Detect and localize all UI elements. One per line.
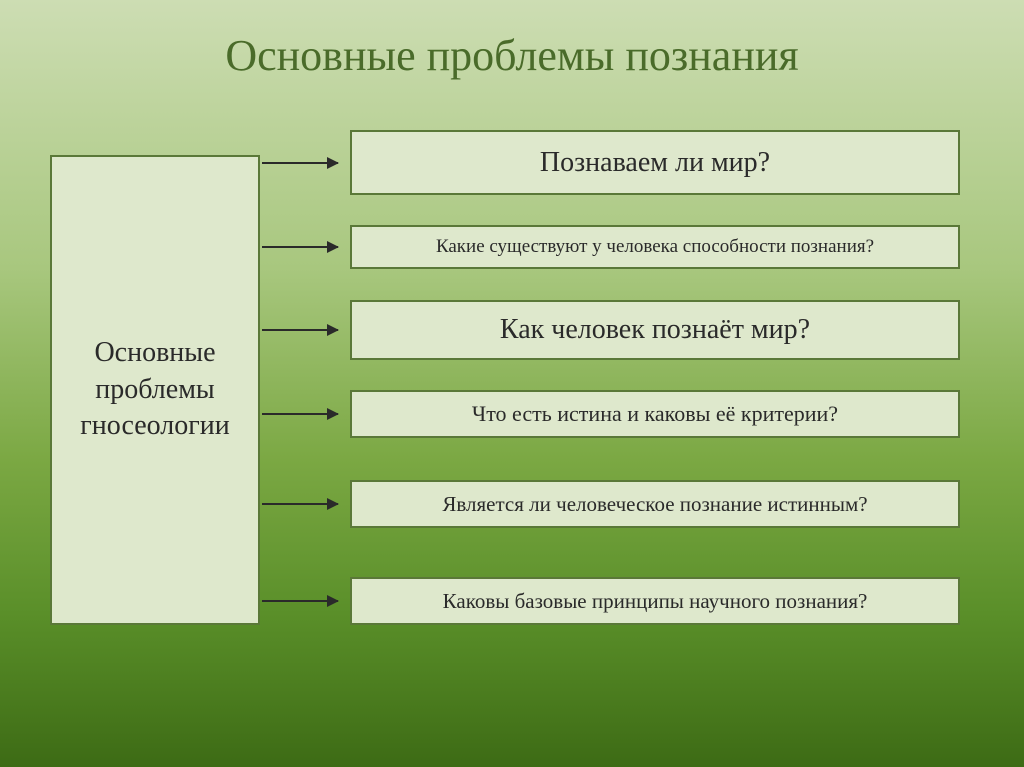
main-concept-text: Основные проблемы гносеологии <box>62 335 248 444</box>
arrow-icon <box>262 329 338 331</box>
arrow-icon <box>262 413 338 415</box>
problem-item-2: Какие существуют у человека способности … <box>350 225 960 269</box>
problem-item-1: Познаваем ли мир? <box>350 130 960 195</box>
problem-item-text: Как человек познаёт мир? <box>500 314 810 346</box>
arrow-icon <box>262 246 338 248</box>
problem-item-3: Как человек познаёт мир? <box>350 300 960 360</box>
problem-item-text: Является ли человеческое познание истинн… <box>442 492 867 517</box>
arrow-icon <box>262 162 338 164</box>
problem-item-4: Что есть истина и каковы её критерии? <box>350 390 960 438</box>
slide-title: Основные проблемы познания <box>0 0 1024 81</box>
arrow-icon <box>262 600 338 602</box>
arrow-icon <box>262 503 338 505</box>
problem-item-text: Познаваем ли мир? <box>540 147 770 179</box>
diagram-container: Основные проблемы гносеологии Познаваем … <box>50 130 974 710</box>
problem-item-text: Каковы базовые принципы научного познани… <box>443 589 868 614</box>
problem-item-text: Какие существуют у человека способности … <box>436 236 874 258</box>
problem-item-6: Каковы базовые принципы научного познани… <box>350 577 960 625</box>
problem-item-5: Является ли человеческое познание истинн… <box>350 480 960 528</box>
problem-item-text: Что есть истина и каковы её критерии? <box>472 401 838 427</box>
main-concept-box: Основные проблемы гносеологии <box>50 155 260 625</box>
